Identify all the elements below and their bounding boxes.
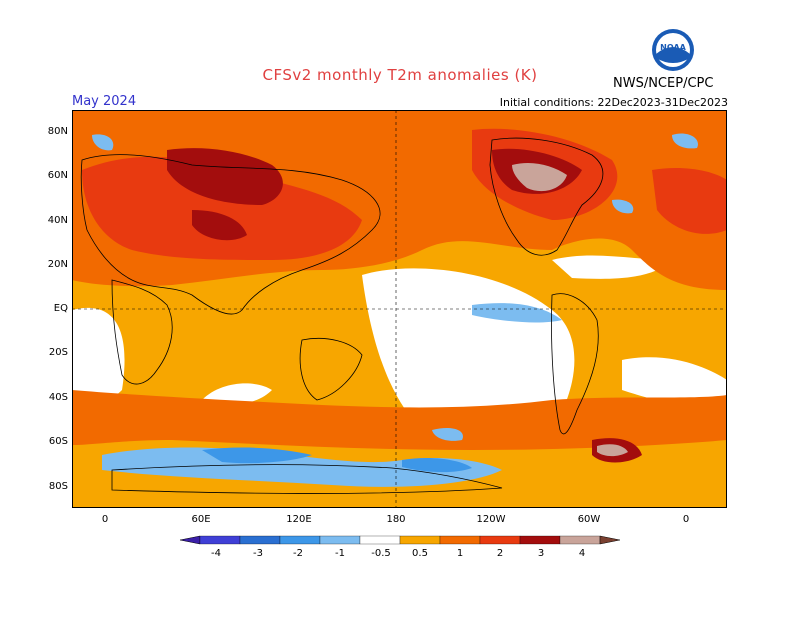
lon-label-60w: 60W [577,514,601,525]
colorbar-label: -3 [253,548,263,559]
colorbar-swatch [359,535,401,545]
colorbar-label: 1 [456,548,464,559]
colorbar-swatch [479,535,521,545]
lat-label-80n: 80N [47,126,68,137]
lat-label-60n: 60N [47,170,68,181]
colorbar-swatch [519,535,561,545]
colorbar [179,535,621,545]
colorbar-swatch [199,535,241,545]
map-gridlines [72,110,727,508]
forecast-month: May 2024 [72,94,137,109]
colorbar-label: 2 [496,548,504,559]
coastlines [80,137,604,494]
lon-label-120e: 120E [286,514,312,525]
colorbar-arrow-high [599,535,621,545]
anomaly-region-cold-light [92,133,698,487]
colorbar-label: 4 [578,548,586,559]
lat-label-40n: 40N [47,215,68,226]
anomaly-region-cold-mid [202,447,472,473]
logo-lettering: NOAA [660,43,686,52]
lat-label-20n: 20N [47,259,68,270]
lat-label-40s: 40S [48,392,68,403]
colorbar-swatch [319,535,361,545]
initial-conditions: Initial conditions: 22Dec2023-31Dec2023 [499,96,728,109]
colorbar-swatch [559,535,601,545]
colorbar-label: 0.5 [412,548,428,559]
noaa-logo: NOAA [651,28,695,72]
colorbar-swatch [279,535,321,545]
map-title: CFSv2 monthly T2m anomalies (K) [262,66,538,84]
map-frame [72,110,727,508]
lat-label-60s: 60S [48,436,68,447]
lat-label-20s: 20S [48,347,68,358]
colorbar-label: 3 [537,548,545,559]
lon-label-120w: 120W [476,514,506,525]
lon-label-60e: 60E [191,514,211,525]
colorbar-swatch [399,535,441,545]
colorbar-swatch [239,535,281,545]
anomaly-map [72,110,727,508]
colorbar-label: -1 [335,548,345,559]
anomaly-region-warm-dark [167,148,642,463]
org-label: NWS/NCEP/CPC [613,76,714,91]
lat-label-eq: EQ [53,303,68,314]
lon-label-0: 0 [101,514,109,525]
colorbar-arrow-low [179,535,201,545]
lon-label-180: 180 [386,514,406,525]
colorbar-label: -2 [293,548,303,559]
lon-label-0-east: 0 [682,514,690,525]
colorbar-swatch [439,535,481,545]
lat-label-80s: 80S [48,481,68,492]
colorbar-label: -0.5 [371,548,391,559]
colorbar-label: -4 [211,548,221,559]
